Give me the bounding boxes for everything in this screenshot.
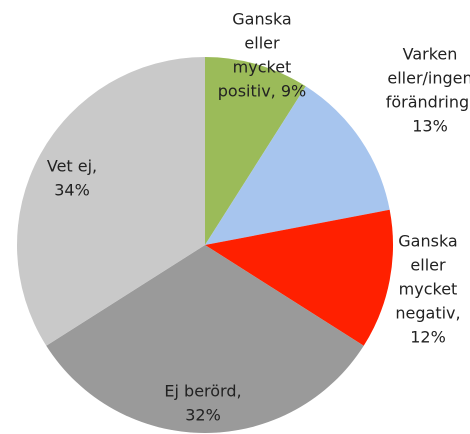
slice-label: mycket bbox=[233, 58, 292, 77]
slice-label: 34% bbox=[54, 181, 90, 200]
slice-label: Ganska bbox=[232, 10, 291, 29]
slice-label: Varken bbox=[403, 45, 458, 64]
slice-label: Ganska bbox=[398, 232, 457, 251]
slice-label: positiv, 9% bbox=[218, 82, 306, 101]
slice-label: negativ, bbox=[395, 304, 460, 323]
slice-label: eller bbox=[244, 34, 280, 53]
slice-label: Vet ej, bbox=[47, 157, 97, 176]
slice-label: eller bbox=[410, 256, 446, 275]
slice-label: eller/ingen bbox=[387, 69, 470, 88]
slice-label: 13% bbox=[412, 117, 448, 136]
pie-slice bbox=[205, 86, 390, 245]
slice-label: förändring, bbox=[386, 93, 470, 112]
pie-slice bbox=[205, 209, 393, 346]
slice-label: 32% bbox=[185, 406, 221, 425]
pie-slice bbox=[16, 57, 205, 346]
pie-slice bbox=[46, 245, 364, 433]
slice-label: Ej berörd, bbox=[164, 382, 241, 401]
slice-label: mycket bbox=[399, 280, 458, 299]
slice-label: 12% bbox=[410, 328, 446, 347]
pie-slice bbox=[205, 57, 306, 245]
